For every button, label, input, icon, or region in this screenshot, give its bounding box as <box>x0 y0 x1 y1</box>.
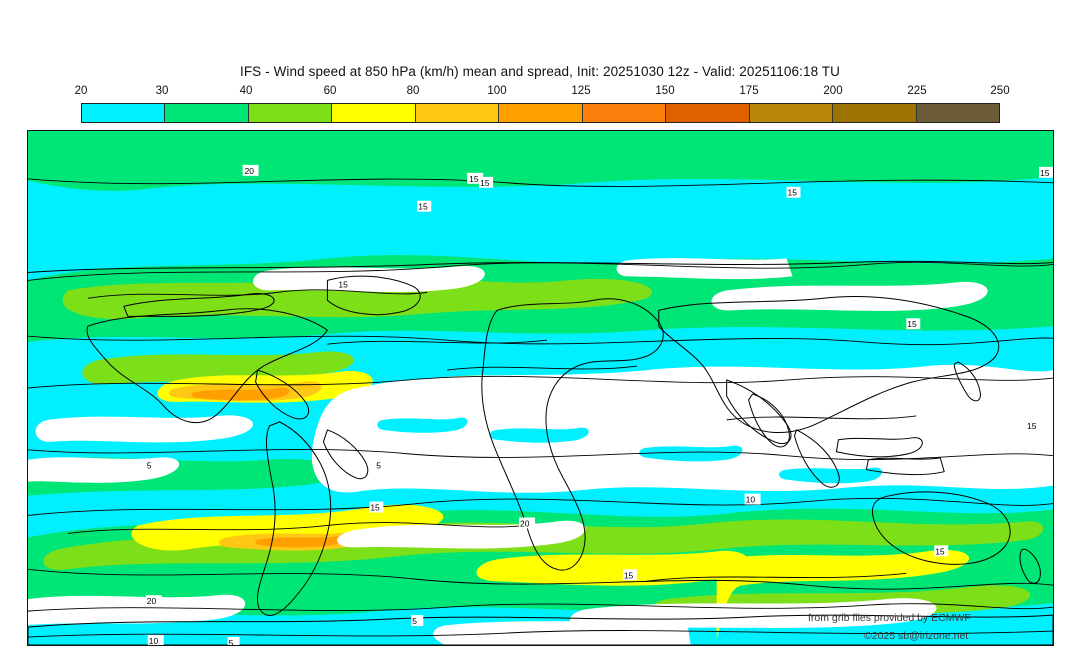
shade-cyan-20-30-patches <box>377 417 883 484</box>
colorbar: 20 30 40 60 80 100 125 150 175 200 225 2… <box>75 85 1010 123</box>
svg-text:15: 15 <box>480 178 490 188</box>
colorbar-swatch-1 <box>165 104 249 122</box>
colorbar-swatches <box>81 103 1000 123</box>
map-canvas[interactable]: 20 15 15 15 15 15 15 15 15 5 10 15 15 20… <box>27 130 1054 646</box>
credit-source: from grib files provided by ECMWF <box>808 612 971 624</box>
svg-text:5: 5 <box>412 616 417 626</box>
svg-text:15: 15 <box>788 188 798 198</box>
colorbar-tick: 80 <box>406 85 420 97</box>
colorbar-tick: 20 <box>74 85 88 97</box>
credit-copyright: ©2025 sb@irizone.net <box>864 630 969 642</box>
spread-contours <box>28 178 1053 638</box>
colorbar-swatch-2 <box>248 104 333 122</box>
colorbar-tick-labels: 20 30 40 60 80 100 125 150 175 200 225 2… <box>75 85 1010 102</box>
colorbar-tick: 100 <box>487 85 507 97</box>
svg-text:15: 15 <box>469 174 479 184</box>
svg-text:15: 15 <box>370 503 380 513</box>
colorbar-tick: 125 <box>571 85 591 97</box>
svg-text:15: 15 <box>1040 168 1050 178</box>
svg-text:15: 15 <box>338 279 348 289</box>
colorbar-tick: 40 <box>239 85 253 97</box>
svg-text:15: 15 <box>418 202 428 212</box>
colorbar-tick: 200 <box>823 85 843 97</box>
colorbar-swatch-10 <box>916 104 999 122</box>
svg-text:20: 20 <box>245 166 255 176</box>
svg-text:15: 15 <box>624 570 634 580</box>
contour-labels: 20 15 15 15 15 15 15 15 15 5 10 15 15 20… <box>145 164 1053 645</box>
svg-text:15: 15 <box>1027 421 1037 431</box>
colorbar-tick: 175 <box>739 85 759 97</box>
colorbar-swatch-3 <box>332 104 416 122</box>
colorbar-swatch-0 <box>82 104 166 122</box>
colorbar-tick: 250 <box>990 85 1010 97</box>
svg-text:5: 5 <box>147 461 152 471</box>
colorbar-tick: 60 <box>323 85 337 97</box>
svg-text:5: 5 <box>376 461 381 471</box>
colorbar-tick: 30 <box>155 85 169 97</box>
svg-text:20: 20 <box>147 596 157 606</box>
colorbar-swatch-6 <box>582 104 667 122</box>
colorbar-swatch-4 <box>415 104 500 122</box>
wind-speed-map: 20 15 15 15 15 15 15 15 15 5 10 15 15 20… <box>28 131 1053 645</box>
colorbar-swatch-9 <box>833 104 917 122</box>
colorbar-swatch-5 <box>499 104 583 122</box>
svg-text:10: 10 <box>149 636 159 645</box>
svg-text:15: 15 <box>907 319 917 329</box>
svg-text:10: 10 <box>746 495 756 505</box>
colorbar-tick: 225 <box>907 85 927 97</box>
colorbar-swatch-8 <box>749 104 834 122</box>
svg-text:15: 15 <box>935 546 945 556</box>
colorbar-swatch-7 <box>666 104 750 122</box>
colorbar-tick: 150 <box>655 85 675 97</box>
svg-text:5: 5 <box>229 638 234 645</box>
page-title: IFS - Wind speed at 850 hPa (km/h) mean … <box>239 64 840 79</box>
svg-text:20: 20 <box>520 518 530 528</box>
